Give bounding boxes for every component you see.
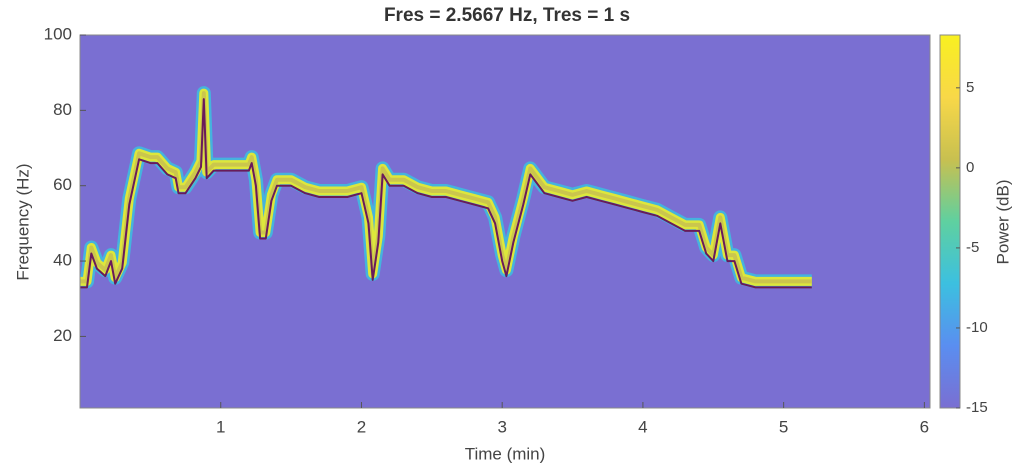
colorbar-label: Power (dB) (993, 179, 1012, 264)
y-axis-label: Frequency (Hz) (13, 163, 32, 280)
colorbar-tick-label: -5 (966, 239, 979, 256)
colorbar-tick-label: 0 (966, 159, 974, 176)
colorbar-tick-label: -15 (966, 399, 988, 416)
y-tick-label: 80 (53, 100, 72, 119)
y-tick-label: 100 (44, 24, 72, 43)
colorbar-tick-label: -10 (966, 319, 988, 336)
x-tick-label: 5 (779, 417, 788, 436)
x-tick-label: 2 (357, 417, 366, 436)
y-tick-label: 60 (53, 175, 72, 194)
ridge-line (80, 98, 812, 289)
plot-background (80, 35, 930, 408)
x-tick-label: 1 (216, 417, 225, 436)
x-tick-label: 4 (638, 417, 647, 436)
x-tick-label: 3 (497, 417, 506, 436)
chart-title: Fres = 2.5667 Hz, Tres = 1 s (384, 5, 630, 26)
plot-frame (79, 34, 931, 409)
y-tick-label: 40 (53, 251, 72, 270)
colorbar (939, 34, 961, 409)
x-tick-label: 6 (920, 417, 929, 436)
y-tick-label: 20 (53, 326, 72, 345)
x-axis-label: Time (min) (465, 444, 546, 463)
colorbar-tick-label: 5 (966, 79, 974, 96)
